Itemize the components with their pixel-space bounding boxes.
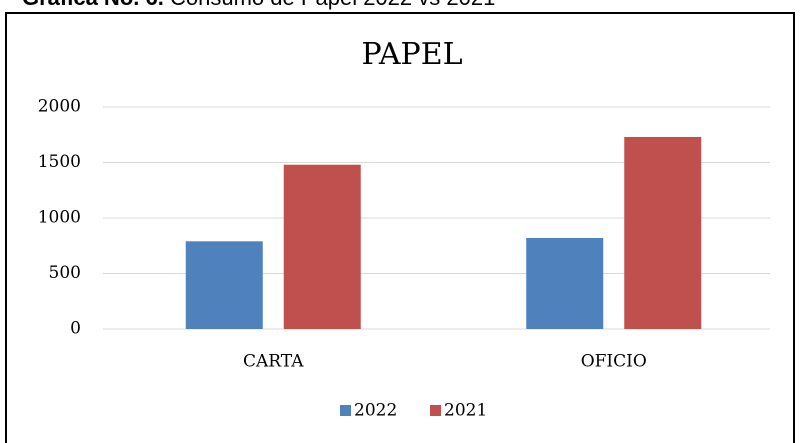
legend-label: 2021 xyxy=(444,401,487,421)
legend-label: 2022 xyxy=(354,401,397,421)
chart-title: PAPEL xyxy=(361,37,462,72)
legend-swatch xyxy=(430,405,441,416)
x-tick-label: CARTA xyxy=(243,352,304,372)
bar xyxy=(526,237,604,329)
legend-swatch xyxy=(340,405,351,416)
y-tick-label: 0 xyxy=(70,319,81,339)
y-tick-label: 1000 xyxy=(38,208,81,228)
y-tick-label: 2000 xyxy=(38,97,81,117)
y-tick-label: 1500 xyxy=(38,152,81,172)
x-tick-label: OFICIO xyxy=(581,352,647,372)
chart-frame xyxy=(5,12,795,443)
caption: Gráfica No. 6. Consumo de Papel 2022 vs … xyxy=(22,0,495,10)
bar xyxy=(624,136,702,329)
y-tick-label: 500 xyxy=(49,263,81,283)
bar xyxy=(283,164,361,329)
bar xyxy=(185,241,263,329)
caption-text: Consumo de Papel 2022 vs 2021 xyxy=(170,0,495,10)
caption-label: Gráfica No. 6. xyxy=(22,0,164,10)
